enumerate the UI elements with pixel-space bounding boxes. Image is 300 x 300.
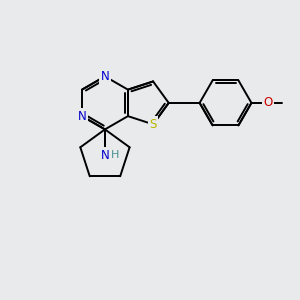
Text: N: N	[100, 70, 109, 83]
Text: H: H	[111, 150, 119, 160]
Text: N: N	[78, 110, 86, 123]
Text: O: O	[263, 96, 272, 110]
Text: S: S	[149, 118, 157, 131]
Text: N: N	[100, 149, 109, 162]
